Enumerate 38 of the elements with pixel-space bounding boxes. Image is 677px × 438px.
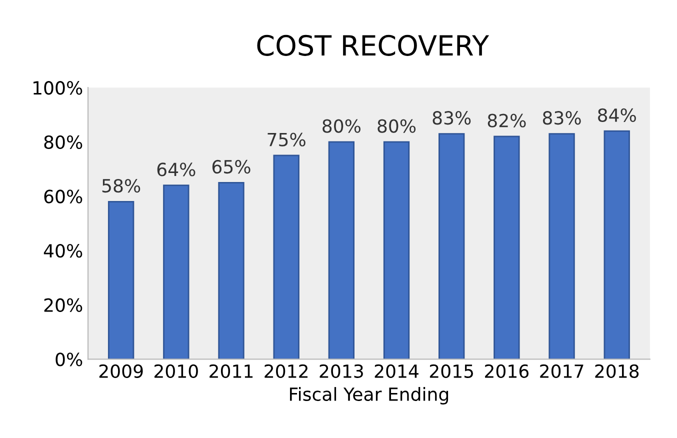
x-tick-label: 2016 (485, 364, 529, 378)
x-tick-label: 2015 (430, 364, 473, 378)
y-tick-label: 60% (44, 190, 82, 204)
bar (383, 141, 410, 360)
y-tick-label: 0% (56, 352, 82, 366)
x-axis-title: Fiscal Year Ending (290, 387, 448, 405)
data-label: 84% (598, 108, 636, 122)
bar (438, 133, 465, 360)
data-label: 82% (488, 114, 526, 128)
x-tick-label: 2018 (595, 364, 639, 378)
data-label: 83% (542, 111, 581, 125)
data-label: 83% (432, 111, 471, 125)
data-label: 75% (268, 132, 306, 146)
data-label: 58% (102, 178, 140, 193)
y-tick-label: 20% (44, 298, 82, 312)
bar (328, 141, 355, 360)
x-tick-label: 2011 (210, 364, 253, 378)
y-tick-label: 40% (44, 244, 82, 258)
bar (604, 130, 630, 360)
x-tick-label: 2014 (374, 364, 418, 378)
bar (163, 184, 190, 360)
y-tick-label: 100% (34, 81, 82, 95)
y-tick-label: 80% (44, 135, 82, 150)
chart-title: COST RECOVERY (257, 34, 490, 56)
x-tick-label: 2012 (264, 364, 308, 378)
bar (273, 154, 300, 360)
x-tick-label: 2013 (320, 364, 363, 378)
bar (548, 133, 575, 360)
data-label: 80% (378, 119, 416, 133)
bar (108, 200, 134, 360)
data-label: 64% (157, 162, 196, 176)
data-label: 80% (322, 119, 360, 133)
bar (494, 136, 520, 360)
data-label: 65% (212, 160, 250, 174)
x-tick-label: 2010 (154, 364, 198, 378)
bar (218, 182, 244, 360)
x-tick-label: 2009 (99, 364, 143, 378)
x-tick-label: 2017 (540, 364, 584, 378)
